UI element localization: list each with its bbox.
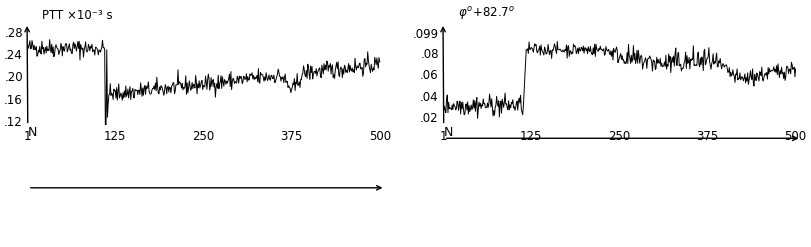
Text: N: N <box>28 126 37 140</box>
Text: PTT ×10⁻³ s: PTT ×10⁻³ s <box>42 9 113 22</box>
Text: $\varphi^o\!+\!82.7^o$: $\varphi^o\!+\!82.7^o$ <box>457 5 515 22</box>
Text: N: N <box>443 126 453 140</box>
